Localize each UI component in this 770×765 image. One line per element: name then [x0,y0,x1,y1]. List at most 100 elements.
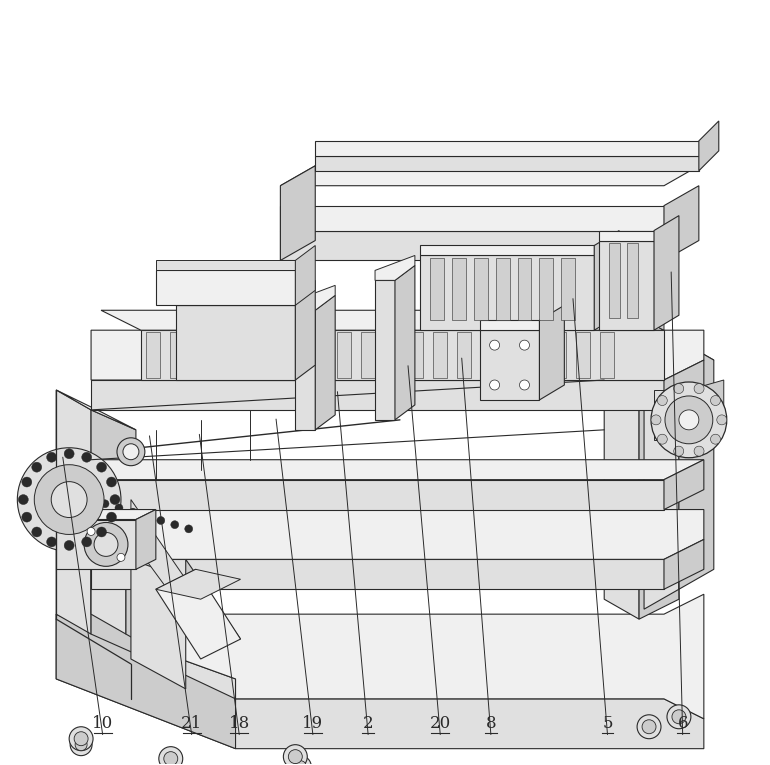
Circle shape [52,482,87,517]
Circle shape [32,462,42,472]
Polygon shape [313,332,327,378]
Circle shape [694,446,704,456]
Polygon shape [395,265,415,420]
Circle shape [674,383,684,393]
Circle shape [32,527,42,537]
Circle shape [164,752,178,765]
Polygon shape [654,216,679,330]
Circle shape [22,477,32,487]
Polygon shape [420,256,594,330]
Polygon shape [91,410,136,654]
Circle shape [658,396,668,405]
Polygon shape [480,321,540,330]
Polygon shape [433,332,447,378]
Polygon shape [457,332,470,378]
Circle shape [520,340,530,350]
Polygon shape [540,259,554,321]
Polygon shape [56,594,704,719]
Polygon shape [136,509,156,569]
Circle shape [288,750,303,763]
Polygon shape [599,230,654,240]
Circle shape [117,438,145,466]
Circle shape [171,521,179,529]
Text: 10: 10 [92,715,113,731]
Circle shape [651,382,727,457]
Circle shape [711,435,721,444]
Text: 21: 21 [181,715,203,731]
Polygon shape [169,332,184,378]
Circle shape [18,495,28,505]
Circle shape [82,452,92,462]
Circle shape [110,495,120,505]
Circle shape [47,452,56,462]
Polygon shape [280,166,699,186]
Circle shape [74,732,88,746]
Polygon shape [315,141,699,156]
Circle shape [672,710,686,724]
Text: 18: 18 [229,715,249,731]
Text: 5: 5 [602,715,613,731]
Polygon shape [91,509,704,559]
Polygon shape [56,509,156,519]
Circle shape [70,734,92,756]
Polygon shape [56,614,704,749]
Polygon shape [594,230,619,330]
Polygon shape [664,360,704,410]
Polygon shape [552,332,567,378]
Polygon shape [56,390,91,634]
Circle shape [290,756,311,765]
Circle shape [679,410,699,430]
Polygon shape [689,380,724,440]
Circle shape [665,396,713,444]
Circle shape [123,444,139,460]
Polygon shape [639,380,679,619]
Circle shape [185,525,192,533]
Circle shape [94,532,118,556]
Polygon shape [280,166,315,260]
Circle shape [283,744,307,765]
Polygon shape [296,246,315,305]
Polygon shape [337,332,351,378]
Polygon shape [242,332,256,378]
Polygon shape [430,259,444,321]
Polygon shape [599,240,654,330]
Polygon shape [664,186,699,260]
Circle shape [84,522,128,566]
Circle shape [117,553,125,562]
Polygon shape [56,614,236,749]
Circle shape [18,448,121,552]
Polygon shape [528,332,542,378]
Circle shape [490,380,500,390]
Circle shape [75,739,87,750]
Polygon shape [315,295,335,430]
Circle shape [520,380,530,390]
Polygon shape [194,332,208,378]
Polygon shape [56,519,136,569]
Circle shape [658,435,668,444]
Polygon shape [91,380,664,410]
Polygon shape [186,559,240,639]
Polygon shape [561,259,575,321]
Circle shape [106,477,116,487]
Polygon shape [91,330,704,380]
Polygon shape [176,305,296,380]
Text: 2: 2 [363,715,373,731]
Polygon shape [601,332,614,378]
Polygon shape [56,390,136,430]
Polygon shape [375,256,415,280]
Polygon shape [296,280,315,380]
Polygon shape [280,230,664,260]
Polygon shape [101,311,664,330]
Polygon shape [290,332,303,378]
Circle shape [106,512,116,522]
Circle shape [96,462,106,472]
Polygon shape [385,332,399,378]
Text: 20: 20 [430,715,451,731]
Circle shape [143,513,151,520]
Circle shape [711,396,721,405]
Polygon shape [156,569,240,659]
Circle shape [35,464,104,535]
Polygon shape [218,332,232,378]
Polygon shape [517,259,531,321]
Polygon shape [496,259,510,321]
